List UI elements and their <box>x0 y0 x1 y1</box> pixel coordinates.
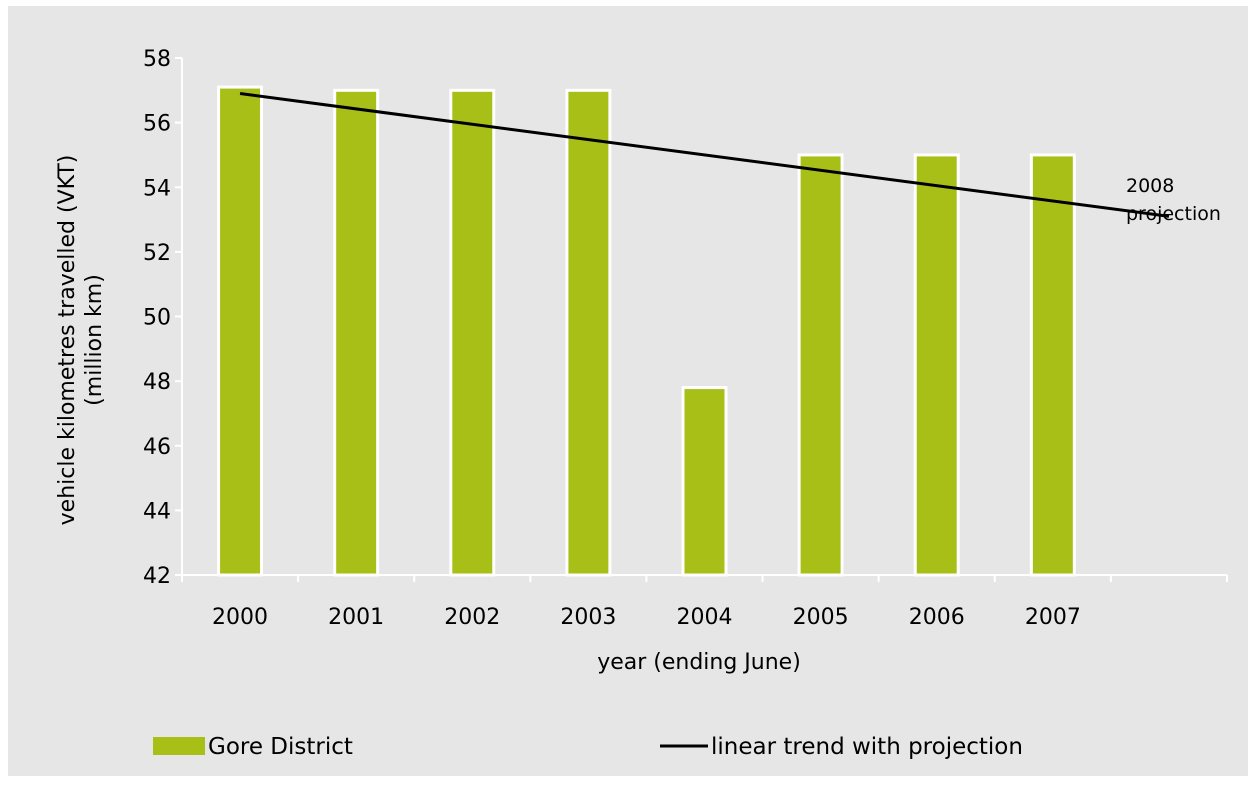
bar-2005 <box>797 153 844 577</box>
y-tick-label-42: 42 <box>143 564 171 589</box>
trend-line-group <box>239 92 1170 218</box>
bar-2004 <box>681 386 728 577</box>
y-tick-label-52: 52 <box>143 241 171 266</box>
x-tick-label-2004: 2004 <box>677 605 733 630</box>
y-axis-title-line2: (million km) <box>82 274 107 406</box>
x-axis-title: year (ending June) <box>597 650 801 675</box>
bar-2002 <box>449 88 496 577</box>
x-tick-label-2001: 2001 <box>328 605 384 630</box>
y-tick-label-50: 50 <box>143 306 171 331</box>
bar-2003 <box>565 88 612 577</box>
trend-line-linear-trend-with-projection <box>239 92 1170 218</box>
x-tick-label-2005: 2005 <box>793 605 849 630</box>
x-tick-label-2003: 2003 <box>560 605 616 630</box>
y-tick-label-56: 56 <box>143 112 171 137</box>
legend-swatch-gore-district <box>153 737 205 755</box>
y-axis-title-line1: vehicle kilometres travelled (VKT) <box>55 155 80 526</box>
legend-label-trend: linear trend with projection <box>711 734 1023 760</box>
y-tick-label-58: 58 <box>143 47 171 72</box>
x-tick-label-2006: 2006 <box>909 605 965 630</box>
x-tick-label-2007: 2007 <box>1025 605 1081 630</box>
y-tick-label-54: 54 <box>143 176 171 201</box>
y-tick-label-48: 48 <box>143 370 171 395</box>
bars <box>217 85 1076 577</box>
projection-annotation-label: projection <box>1126 203 1221 225</box>
y-tick-label-46: 46 <box>143 435 171 460</box>
x-tick-label-2000: 2000 <box>212 605 268 630</box>
x-axis: 2000 2001 2002 2003 2004 2005 2006 2007 <box>181 574 1228 630</box>
legend: Gore District linear trend with projecti… <box>153 734 1023 760</box>
bar-2007 <box>1029 153 1076 577</box>
y-tick-label-44: 44 <box>143 499 171 524</box>
y-axis: 42 44 46 48 50 52 54 56 58 <box>143 47 183 589</box>
projection-annotation-year: 2008 <box>1126 175 1174 197</box>
bar-2001 <box>333 88 380 577</box>
legend-label-gore-district: Gore District <box>208 734 353 760</box>
x-tick-label-2002: 2002 <box>444 605 500 630</box>
bar-2000 <box>217 85 264 577</box>
bar-2006 <box>913 153 960 577</box>
